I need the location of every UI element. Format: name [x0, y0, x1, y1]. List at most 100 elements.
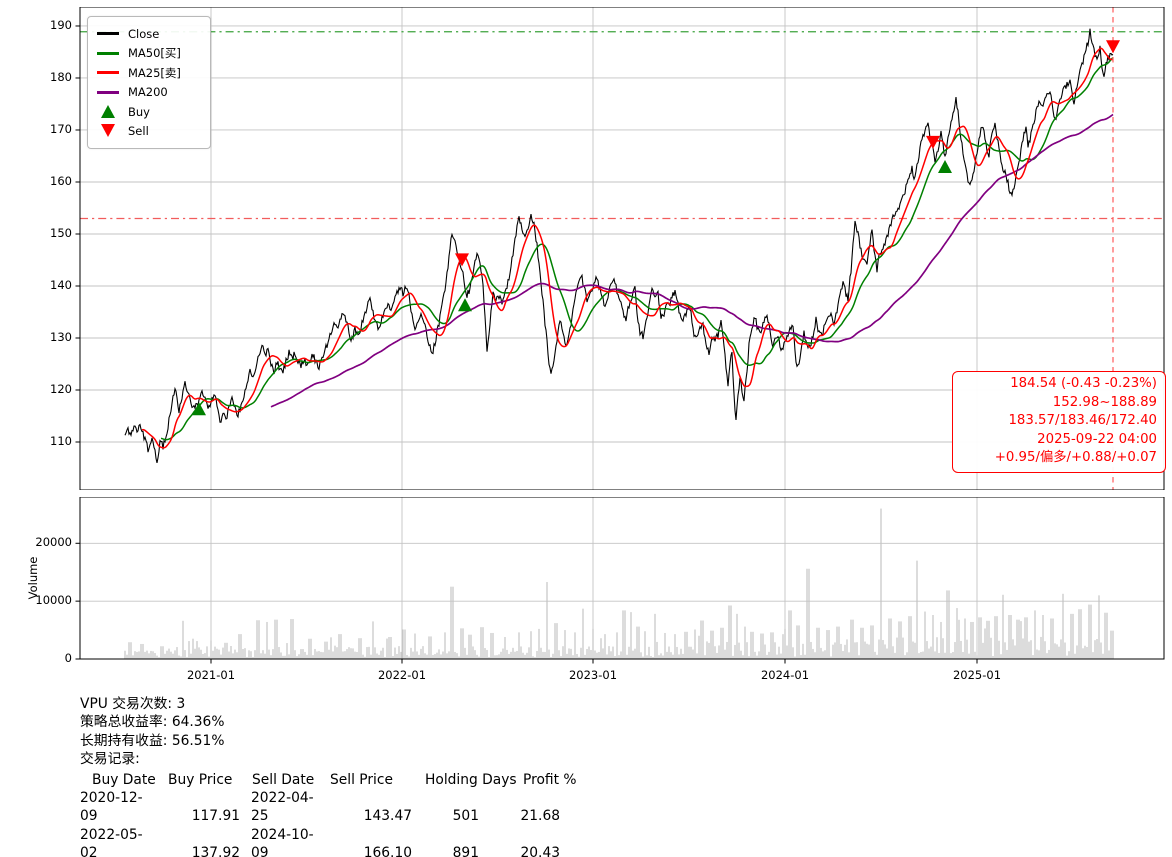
volume-bar: [864, 641, 866, 659]
volume-bar: [840, 643, 842, 659]
x-tick-label: 2025-01: [952, 668, 1002, 682]
volume-bar: [312, 655, 314, 659]
volume-bar: [824, 650, 826, 659]
volume-bar: [678, 654, 680, 659]
volume-bar: [708, 642, 710, 659]
volume-bar: [518, 632, 520, 659]
volume-bar: [606, 654, 608, 659]
volume-bar: [1078, 609, 1080, 659]
volume-bar: [804, 654, 806, 659]
volume-bar: [218, 649, 220, 659]
volume-bar: [876, 654, 878, 659]
volume-bar: [734, 644, 736, 659]
volume-bar: [288, 654, 290, 659]
volume-bar: [488, 657, 490, 659]
volume-bar: [1070, 613, 1072, 659]
volume-bar: [378, 654, 380, 659]
volume-bar: [858, 655, 860, 659]
volume-bar: [592, 628, 594, 659]
volume-bar: [510, 651, 512, 659]
volume-bar: [712, 630, 714, 659]
volume-bar: [998, 640, 1000, 659]
volume-bar: [922, 651, 924, 659]
volume-bar: [352, 648, 354, 659]
volume-bar: [1008, 615, 1010, 659]
volume-bar: [226, 642, 228, 659]
volume-bar: [1050, 618, 1052, 659]
volume-bar: [892, 646, 894, 659]
volume-bar: [522, 652, 524, 659]
volume-bar: [638, 626, 640, 659]
volume-bar: [444, 632, 446, 659]
volume-bar: [550, 657, 552, 659]
volume-bar: [356, 652, 358, 659]
volume-bar: [344, 651, 346, 659]
volume-bar: [560, 656, 562, 659]
volume-bar: [320, 651, 322, 659]
x-tick-label: 2022-01: [377, 668, 427, 682]
volume-bar: [664, 632, 666, 659]
volume-bar: [782, 634, 784, 659]
volume-bar: [282, 655, 284, 659]
volume-bar: [784, 628, 786, 659]
volume-bar: [410, 647, 412, 659]
volume-bar: [256, 620, 258, 659]
legend-item-ma50: MA50[买]: [97, 44, 201, 64]
volume-bar: [786, 645, 788, 659]
volume-bar: [730, 605, 732, 659]
annotation-ma-line: 183.57/183.46/172.40: [1008, 413, 1157, 429]
volume-bar: [438, 649, 440, 659]
volume-bar: [520, 646, 522, 659]
volume-bar: [790, 610, 792, 659]
volume-bar: [1090, 604, 1092, 659]
holding-days: 501: [452, 808, 479, 825]
volume-bar: [1046, 653, 1048, 659]
volume-bar: [602, 648, 604, 659]
volume-bar: [968, 653, 970, 659]
volume-bar: [658, 655, 660, 659]
volume-bar: [400, 651, 402, 659]
volume-bar: [834, 642, 836, 659]
volume-bar: [370, 654, 372, 659]
trade-count-line: VPU 交易次数: 3: [80, 696, 186, 712]
volume-bar: [526, 652, 528, 659]
volume-bar: [202, 654, 204, 659]
volume-bar: [234, 649, 236, 659]
volume-bar: [808, 568, 810, 659]
volume-bar: [394, 647, 396, 659]
volume-bar: [654, 613, 656, 659]
volume-bar: [524, 654, 526, 659]
volume-bar: [584, 654, 586, 659]
volume-axis-label: Volume: [26, 556, 40, 600]
volume-bar: [170, 651, 172, 659]
volume-bar: [976, 655, 978, 659]
volume-bar: [662, 655, 664, 659]
volume-bar: [528, 647, 530, 659]
volume-bar: [176, 647, 178, 659]
volume-bar: [168, 648, 170, 659]
price-y-tick-label: 180: [50, 69, 72, 84]
volume-bar: [210, 640, 212, 659]
volume-bar: [414, 633, 416, 659]
volume-bar: [498, 654, 500, 659]
ma25-line-swatch: [97, 71, 119, 75]
close-line-swatch: [97, 32, 119, 36]
volume-bar: [1052, 618, 1054, 659]
volume-bar: [838, 626, 840, 659]
volume-bar: [208, 656, 210, 659]
volume-bar: [888, 618, 890, 659]
volume-bar: [1012, 639, 1014, 659]
volume-bar: [948, 590, 950, 659]
volume-bar: [772, 632, 774, 659]
volume-bar: [248, 650, 250, 659]
volume-bar: [150, 650, 152, 659]
volume-bar: [1098, 595, 1100, 659]
volume-bar: [1028, 641, 1030, 659]
volume-bar: [868, 644, 870, 659]
volume-bar: [244, 648, 246, 659]
volume-bar: [418, 654, 420, 659]
volume-bar: [896, 637, 898, 659]
volume-bar: [956, 608, 958, 659]
volume-bar: [680, 648, 682, 659]
volume-bar: [740, 650, 742, 659]
